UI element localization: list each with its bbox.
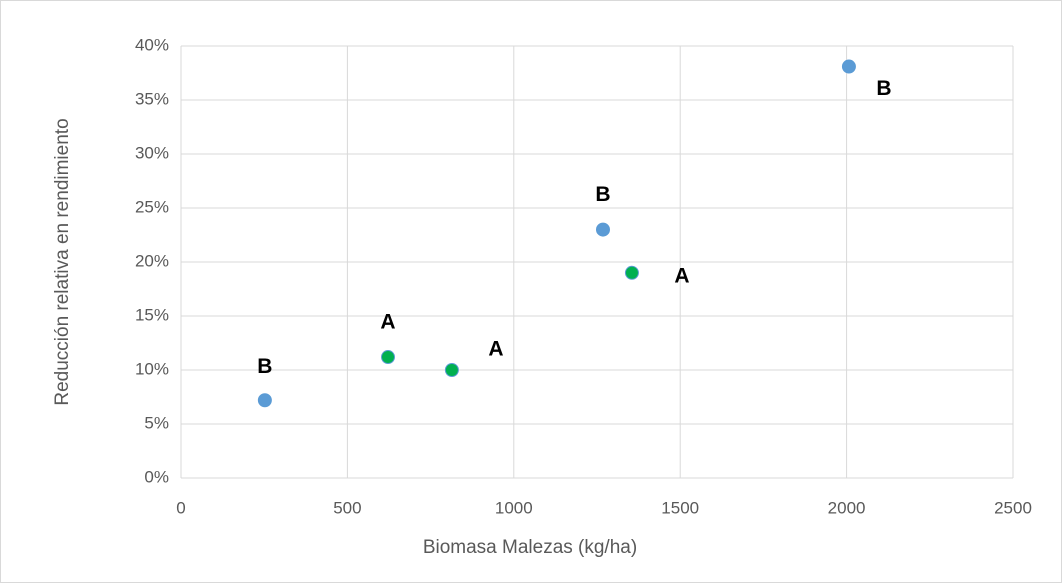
- y-axis-title: Reducción relativa en rendimiento: [52, 118, 73, 405]
- x-tick-label: 1500: [661, 498, 699, 517]
- y-tick-label: 20%: [135, 251, 169, 270]
- y-tick-label: 35%: [135, 89, 169, 108]
- x-tick-label: 1000: [495, 498, 533, 517]
- point: [624, 265, 639, 280]
- point-label: A: [380, 311, 395, 334]
- point-label: B: [257, 355, 272, 378]
- y-tick-label: 30%: [135, 143, 169, 162]
- y-tick-label: 25%: [135, 197, 169, 216]
- y-tick-label: 0%: [144, 467, 169, 486]
- x-tick-label: 500: [333, 498, 361, 517]
- point: [595, 222, 610, 237]
- point-label: A: [488, 338, 503, 361]
- x-tick-label: 2500: [994, 498, 1032, 517]
- point: [444, 363, 459, 377]
- point: [257, 393, 272, 408]
- point: [841, 59, 856, 74]
- y-tick-label: 15%: [135, 305, 169, 324]
- y-tick-label: 5%: [144, 413, 169, 432]
- point-label: B: [595, 183, 610, 206]
- x-axis-title: Biomasa Malezas (kg/ha): [423, 537, 637, 558]
- y-tick-label: 10%: [135, 359, 169, 378]
- point: [381, 350, 396, 365]
- y-tick-label: 40%: [135, 35, 169, 54]
- x-tick-label: 0: [176, 498, 185, 517]
- x-tick-label: 2000: [828, 498, 866, 517]
- point-label: A: [674, 264, 689, 287]
- point-label: B: [876, 77, 891, 100]
